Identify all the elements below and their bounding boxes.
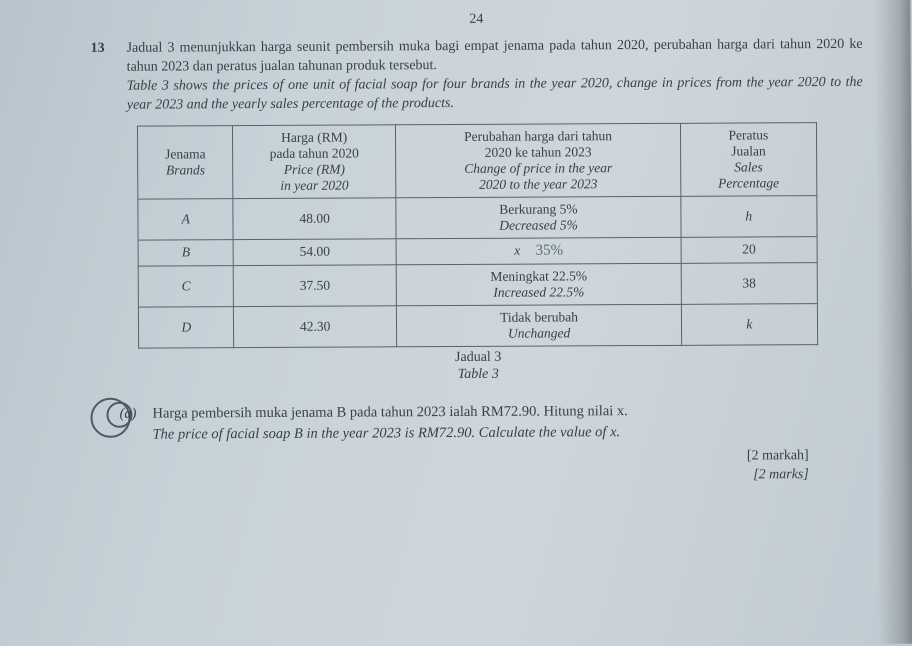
cell-change-b-handwritten: 35% <box>524 242 564 258</box>
part-a-en: The price of facial soap B in the year 2… <box>153 424 621 442</box>
part-a: (a) Harga pembersih muka jenama B pada t… <box>92 399 864 488</box>
page-number: 24 <box>90 10 862 30</box>
header-pct: Peratus Jualan Sales Percentage <box>680 122 816 196</box>
cell-change-a: Berkurang 5% Decreased 5% <box>396 196 681 238</box>
header-brand: Jenama Brands <box>138 125 233 198</box>
header-price: Harga (RM) pada tahun 2020 Price (RM) in… <box>233 124 396 198</box>
cell-change-c: Meningkat 22.5% Increased 22.5% <box>396 263 681 305</box>
table-row: C 37.50 Meningkat 22.5% Increased 22.5% … <box>139 262 818 307</box>
header-price-ms1: Harga (RM) <box>239 129 389 146</box>
cell-pct-b: 20 <box>681 236 817 263</box>
cell-change-c-en: Increased 22.5% <box>403 283 675 300</box>
table-row: B 54.00 x 35% 20 <box>138 236 816 266</box>
cell-change-d-ms: Tidak berubah <box>403 308 675 325</box>
cell-pct-d: k <box>681 303 817 345</box>
cell-change-d-en: Unchanged <box>403 324 675 341</box>
cell-change-c-ms: Meningkat 22.5% <box>403 267 675 284</box>
header-change-en1: Change of price in the year <box>402 159 674 176</box>
header-change-ms1: Perubahan harga dari tahun <box>402 127 674 144</box>
cell-price-c: 37.50 <box>233 264 396 306</box>
exam-page: 24 13 Jadual 3 menunjukkan harga seunit … <box>0 0 912 646</box>
header-brand-en: Brands <box>144 162 226 178</box>
header-change-en2: 2020 to the year 2023 <box>402 175 674 192</box>
cell-pct-c: 38 <box>681 262 817 304</box>
header-pct-en2: Percentage <box>687 175 810 192</box>
part-a-label: (a) <box>120 405 137 421</box>
cell-change-a-ms: Berkurang 5% <box>402 200 674 217</box>
cell-change-d: Tidak berubah Unchanged <box>396 304 681 346</box>
table-header-row: Jenama Brands Harga (RM) pada tahun 2020… <box>138 122 817 199</box>
question-number: 13 <box>91 40 113 116</box>
table-caption: Jadual 3 Table 3 <box>92 346 864 385</box>
part-a-ms: Harga pembersih muka jenama B pada tahun… <box>152 403 627 421</box>
header-change: Perubahan harga dari tahun 2020 ke tahun… <box>396 123 681 197</box>
cell-price-d: 42.30 <box>234 305 397 347</box>
cell-change-b-x: x <box>514 242 520 257</box>
table-row: D 42.30 Tidak berubah Unchanged k <box>139 303 818 348</box>
cell-price-a: 48.00 <box>233 197 396 239</box>
question-text: Jadual 3 menunjukkan harga seunit pember… <box>127 36 863 115</box>
part-a-marks: [2 markah] [2 marks] <box>153 447 865 489</box>
cell-change-a-en: Decreased 5% <box>403 216 675 233</box>
header-change-ms2: 2020 ke tahun 2023 <box>402 143 674 160</box>
part-a-label-wrap: (a) <box>92 403 140 489</box>
cell-change-b: x 35% <box>396 237 681 264</box>
header-pct-ms1: Peratus <box>687 127 810 144</box>
cell-brand-d: D <box>139 306 234 347</box>
part-a-body: Harga pembersih muka jenama B pada tahun… <box>152 399 864 488</box>
header-price-en2: in year 2020 <box>240 177 390 194</box>
header-price-en1: Price (RM) <box>239 161 389 178</box>
cell-brand-c: C <box>139 265 234 306</box>
table-row: A 48.00 Berkurang 5% Decreased 5% h <box>138 195 817 240</box>
cell-price-b: 54.00 <box>233 238 396 265</box>
cell-brand-b: B <box>138 239 233 265</box>
header-pct-ms2: Jualan <box>687 143 810 160</box>
question-en-line1: Table 3 shows the prices of one unit of … <box>127 76 658 94</box>
header-pct-en1: Sales <box>687 159 810 176</box>
cell-brand-a: A <box>138 198 233 239</box>
marks-ms: [2 markah] <box>747 448 809 463</box>
header-brand-ms: Jenama <box>144 146 226 162</box>
cell-pct-a: h <box>681 195 817 237</box>
caption-en: Table 3 <box>92 364 864 386</box>
data-table: Jenama Brands Harga (RM) pada tahun 2020… <box>137 122 818 349</box>
question-block: 13 Jadual 3 menunjukkan harga seunit pem… <box>91 36 863 116</box>
marks-en: [2 marks] <box>153 466 809 488</box>
question-ms-line1: Jadual 3 menunjukkan harga seunit pember… <box>127 38 649 56</box>
header-price-ms2: pada tahun 2020 <box>239 145 389 162</box>
caption-ms: Jadual 3 <box>455 349 501 364</box>
